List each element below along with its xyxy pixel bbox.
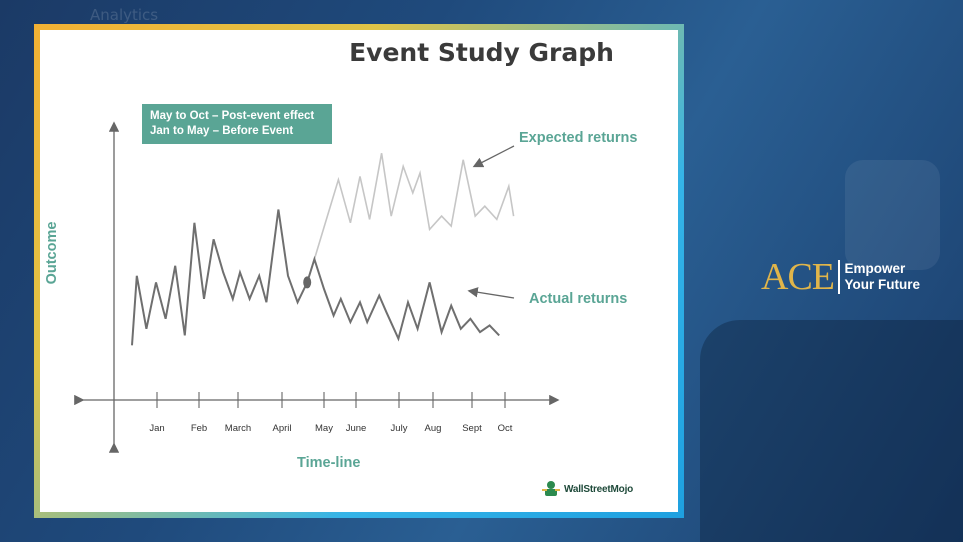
- y-axis-label: Outcome: [44, 221, 60, 285]
- legend-note: May to Oct – Post-event effect Jan to Ma…: [142, 104, 332, 144]
- ace-separator: [838, 260, 840, 294]
- chart-title: Event Study Graph: [349, 38, 614, 67]
- note-line-2: Jan to May – Before Event: [150, 125, 294, 137]
- actual-returns-pointer: [467, 287, 515, 299]
- x-tick-label: Jan: [149, 423, 164, 434]
- background-decor: [845, 160, 940, 270]
- mojo-logo-icon: [542, 481, 560, 496]
- x-tick-label: May: [315, 423, 333, 434]
- wallstreetmojo-logo: WallStreetMojo: [541, 479, 633, 499]
- background-shadow: [700, 320, 963, 542]
- event-marker: [303, 276, 312, 289]
- x-axis-label: Time-line: [297, 455, 361, 471]
- note-line-1: May to Oct – Post-event effect: [150, 110, 315, 122]
- x-tick-label: April: [272, 423, 291, 434]
- expected-returns-annotation: Expected returns: [519, 130, 638, 146]
- ace-brand: ACE Empower Your Future: [761, 255, 920, 299]
- ace-wordmark: ACE: [761, 256, 835, 298]
- actual-returns-annotation: Actual returns: [529, 291, 628, 307]
- expected-returns-pointer: [472, 145, 515, 168]
- x-tick-label: June: [346, 423, 367, 434]
- background-faint-text: Analytics: [90, 6, 159, 24]
- logo-text: WallStreetMojo: [564, 483, 634, 495]
- x-tick-label: July: [391, 423, 408, 434]
- expected-returns-line: [313, 153, 515, 260]
- x-tick-label: Sept: [462, 423, 482, 434]
- ace-tagline: Empower Your Future: [845, 261, 921, 293]
- x-tick-label: Oct: [498, 423, 513, 434]
- ace-tagline-1: Empower: [844, 261, 906, 276]
- x-tick-label: Aug: [425, 423, 442, 434]
- actual-returns-line: [131, 209, 500, 346]
- x-tick-label: Feb: [191, 423, 207, 434]
- ace-tagline-2: Your Future: [844, 277, 921, 292]
- x-tick-label: March: [225, 423, 251, 434]
